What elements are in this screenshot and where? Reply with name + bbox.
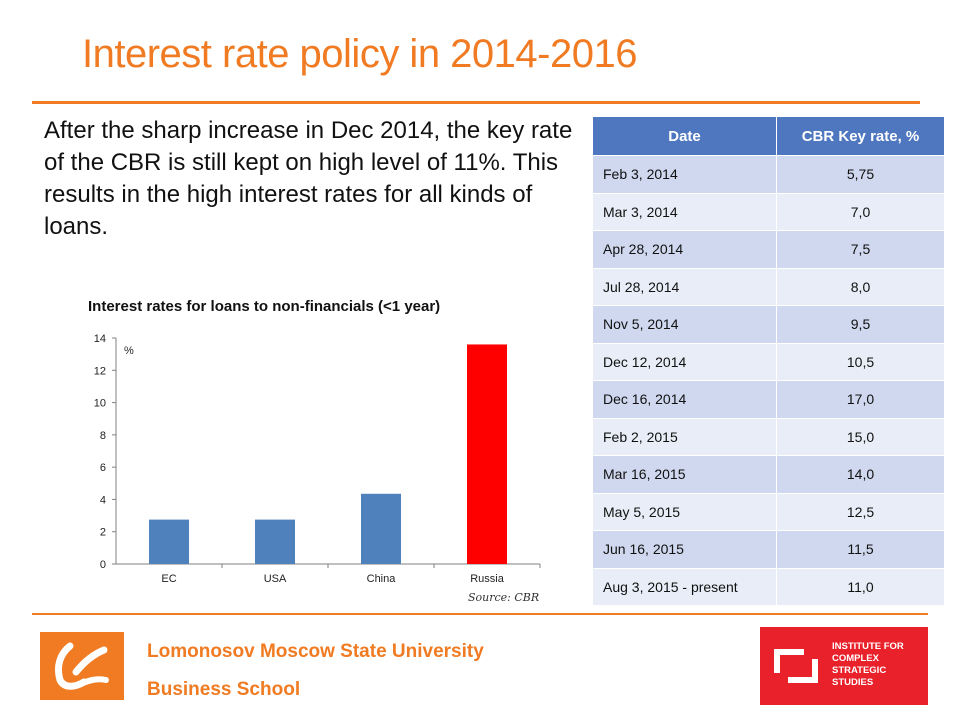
institute-logo-icon xyxy=(774,649,818,683)
institute-logo: INSTITUTE FOR COMPLEX STRATEGIC STUDIES xyxy=(760,627,928,705)
bar-ec xyxy=(149,519,189,564)
x-tick-label: China xyxy=(367,573,397,585)
loan-rates-bar-chart: 0 2 4 6 8 10 12 14% EC USA China Russia xyxy=(94,333,541,585)
table-row: Apr 28, 2014 7,5 xyxy=(592,230,945,269)
table-row: Jul 28, 2014 8,0 xyxy=(592,267,945,306)
bar-usa xyxy=(255,519,295,564)
y-tick-label: 4 xyxy=(100,494,106,506)
bar-russia xyxy=(467,344,507,564)
table-cell-rate: 12,5 xyxy=(776,492,945,531)
table-row: Feb 3, 2014 5,75 xyxy=(592,155,945,194)
msu-business-school-logo xyxy=(40,632,124,700)
table-cell-rate: 14,0 xyxy=(776,455,945,494)
table-cell-date: Aug 3, 2015 - present xyxy=(592,567,777,606)
table-row: Mar 16, 2015 14,0 xyxy=(592,455,945,494)
table-cell-date: Dec 12, 2014 xyxy=(592,342,777,381)
table-cell-rate: 7,0 xyxy=(776,192,945,231)
table-cell-rate: 11,5 xyxy=(776,530,945,569)
table-cell-date: Mar 3, 2014 xyxy=(592,192,777,231)
msu-logo-icon xyxy=(54,642,109,690)
footer-university: Lomonosov Moscow State University xyxy=(147,641,484,662)
bar-china xyxy=(361,493,401,564)
chart-title: Interest rates for loans to non-financia… xyxy=(88,298,441,315)
table-cell-rate: 10,5 xyxy=(776,342,945,381)
x-tick-label: EC xyxy=(161,573,176,585)
y-tick-label: 6 xyxy=(100,462,106,474)
institute-logo-text: INSTITUTE FOR COMPLEX STRATEGIC STUDIES xyxy=(832,641,904,688)
y-tick-label: 0 xyxy=(100,559,106,571)
table-cell-rate: 8,0 xyxy=(776,267,945,306)
table-cell-date: May 5, 2015 xyxy=(592,492,777,531)
title-divider xyxy=(32,101,920,104)
table-cell-date: Dec 16, 2014 xyxy=(592,380,777,419)
table-row: Jun 16, 2015 11,5 xyxy=(592,530,945,569)
table-row: Aug 3, 2015 - present 11,0 xyxy=(592,567,945,606)
table-cell-date: Jun 16, 2015 xyxy=(592,530,777,569)
footer-school: Business School xyxy=(147,679,301,700)
x-tick-label: Russia xyxy=(470,573,505,585)
table-cell-rate: 17,0 xyxy=(776,380,945,419)
table-cell-date: Jul 28, 2014 xyxy=(592,267,777,306)
table-cell-date: Mar 16, 2015 xyxy=(592,455,777,494)
table-cell-date: Apr 28, 2014 xyxy=(592,230,777,269)
y-tick-label: 8 xyxy=(100,430,106,442)
intro-text: After the sharp increase in Dec 2014, th… xyxy=(44,117,573,240)
table-cell-date: Nov 5, 2014 xyxy=(592,305,777,344)
slide-title: Interest rate policy in 2014-2016 xyxy=(82,32,637,76)
y-tick-label: 2 xyxy=(100,527,106,539)
footer-divider xyxy=(32,613,928,615)
x-tick-label: USA xyxy=(264,573,287,585)
y-tick-label: 14 xyxy=(94,333,106,345)
y-unit-label: % xyxy=(124,345,134,357)
table-row: May 5, 2015 12,5 xyxy=(592,492,945,531)
table-row: Nov 5, 2014 9,5 xyxy=(592,305,945,344)
table-cell-rate: 5,75 xyxy=(776,155,945,194)
table-header-rate: CBR Key rate, % xyxy=(776,116,945,156)
table-cell-rate: 9,5 xyxy=(776,305,945,344)
table-row: Feb 2, 2015 15,0 xyxy=(592,417,945,456)
table-row: Dec 16, 2014 17,0 xyxy=(592,380,945,419)
table-header-row: Date CBR Key rate, % xyxy=(592,116,945,156)
y-tick-label: 10 xyxy=(94,398,106,410)
table-cell-rate: 7,5 xyxy=(776,230,945,269)
table-row: Dec 12, 2014 10,5 xyxy=(592,342,945,381)
key-rate-table: Date CBR Key rate, % Feb 3, 2014 5,75 Mar… xyxy=(592,116,945,606)
table-cell-date: Feb 2, 2015 xyxy=(592,417,777,456)
table-header-date: Date xyxy=(592,116,777,156)
table-cell-rate: 15,0 xyxy=(776,417,945,456)
chart-source: Source: CBR xyxy=(468,591,540,604)
table-row: Mar 3, 2014 7,0 xyxy=(592,192,945,231)
table-cell-rate: 11,0 xyxy=(776,567,945,606)
table-cell-date: Feb 3, 2014 xyxy=(592,155,777,194)
y-tick-label: 12 xyxy=(94,365,106,377)
